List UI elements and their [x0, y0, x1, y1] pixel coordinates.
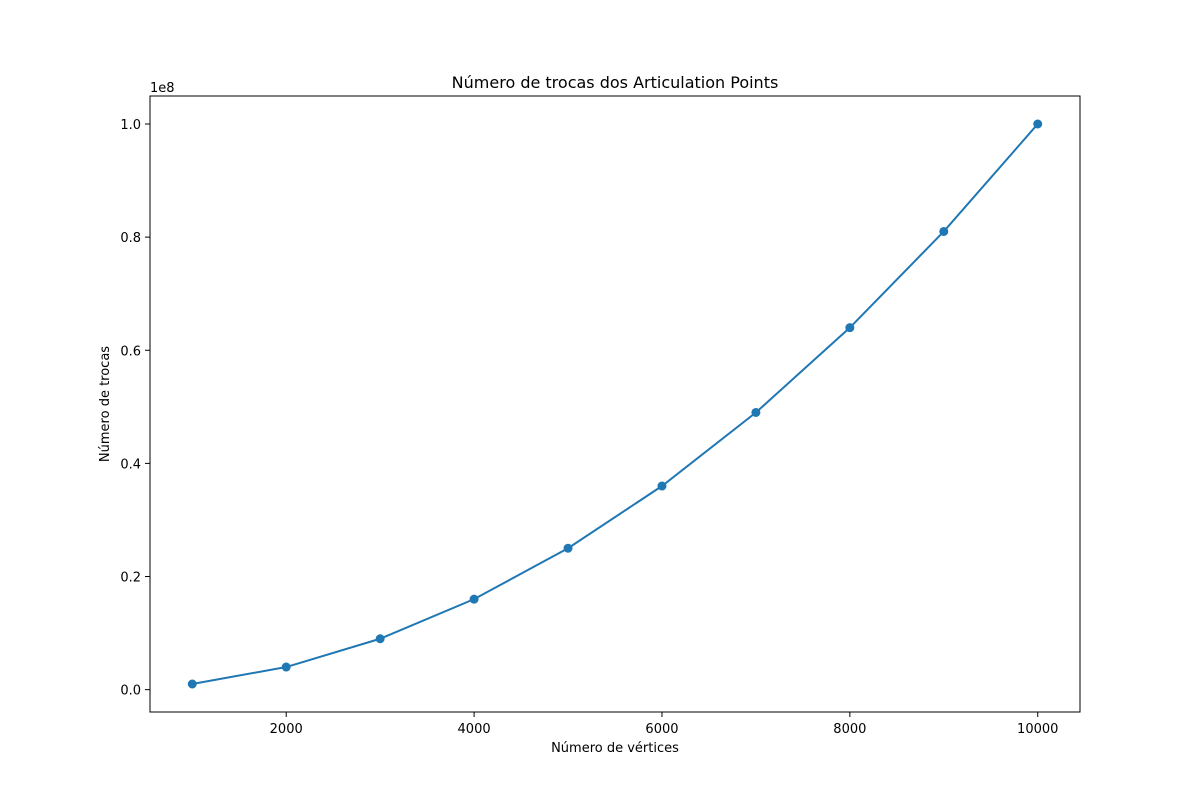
y-tick-label: 0.8 — [120, 231, 141, 246]
y-tick-label: 1.0 — [120, 118, 141, 133]
x-tick-label: 8000 — [833, 722, 866, 737]
data-point — [187, 679, 197, 689]
data-point — [469, 594, 479, 604]
y-axis-offset-label: 1e8 — [150, 81, 175, 96]
y-tick-label: 0.4 — [120, 457, 141, 472]
y-tick-label: 0.6 — [120, 344, 141, 359]
data-point — [563, 543, 573, 553]
chart-title: Número de trocas dos Articulation Points — [452, 73, 779, 92]
data-point — [1033, 119, 1043, 129]
data-point — [375, 634, 385, 644]
x-tick-label: 6000 — [645, 722, 678, 737]
x-tick-label: 10000 — [1017, 722, 1058, 737]
y-tick-label: 0.2 — [120, 571, 141, 586]
data-point — [751, 407, 761, 417]
y-axis-label: Número de trocas — [98, 346, 113, 462]
x-tick-label: 2000 — [270, 722, 303, 737]
series-line — [192, 123, 1039, 685]
data-point — [845, 323, 855, 333]
data-point — [281, 662, 291, 672]
data-point — [939, 226, 949, 236]
y-tick-label: 0.0 — [120, 684, 141, 699]
axes-frame — [149, 95, 1081, 713]
plot-area: 2000 4000 6000 8000 10000 0.0 0.2 0.4 0.6 0.8 1.0 — [120, 95, 1081, 737]
data-point — [657, 481, 667, 491]
x-axis-label: Número de vértices — [551, 741, 679, 756]
x-tick-label: 4000 — [458, 722, 491, 737]
